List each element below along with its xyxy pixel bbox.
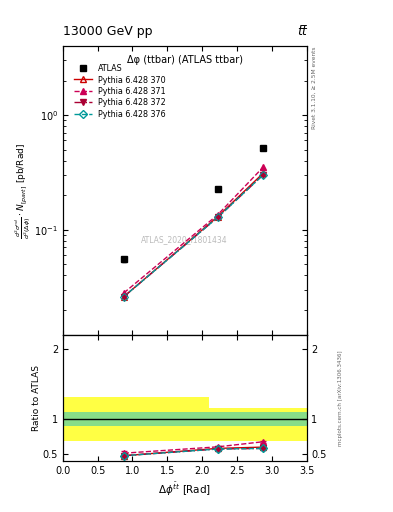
Text: 13000 GeV pp: 13000 GeV pp [63, 26, 152, 38]
Text: Δφ (ttbar) (ATLAS ttbar): Δφ (ttbar) (ATLAS ttbar) [127, 55, 243, 65]
X-axis label: $\Delta\phi^{\bar{t}t}$ [Rad]: $\Delta\phi^{\bar{t}t}$ [Rad] [158, 481, 211, 499]
Text: mcplots.cern.ch [arXiv:1306.3436]: mcplots.cern.ch [arXiv:1306.3436] [338, 350, 343, 446]
Text: ATLAS_2020_I1801434: ATLAS_2020_I1801434 [141, 235, 228, 244]
Y-axis label: Ratio to ATLAS: Ratio to ATLAS [32, 365, 41, 431]
Text: tt̅: tt̅ [297, 26, 307, 38]
Text: Rivet 3.1.10, ≥ 2.5M events: Rivet 3.1.10, ≥ 2.5M events [311, 46, 316, 129]
Y-axis label: $\frac{d^2\sigma^{nd}}{d^2(\Delta\phi)}\cdot N_{[part]}$ [pb/Rad]: $\frac{d^2\sigma^{nd}}{d^2(\Delta\phi)}\… [14, 142, 33, 239]
Legend: ATLAS, Pythia 6.428 370, Pythia 6.428 371, Pythia 6.428 372, Pythia 6.428 376: ATLAS, Pythia 6.428 370, Pythia 6.428 37… [72, 61, 169, 121]
